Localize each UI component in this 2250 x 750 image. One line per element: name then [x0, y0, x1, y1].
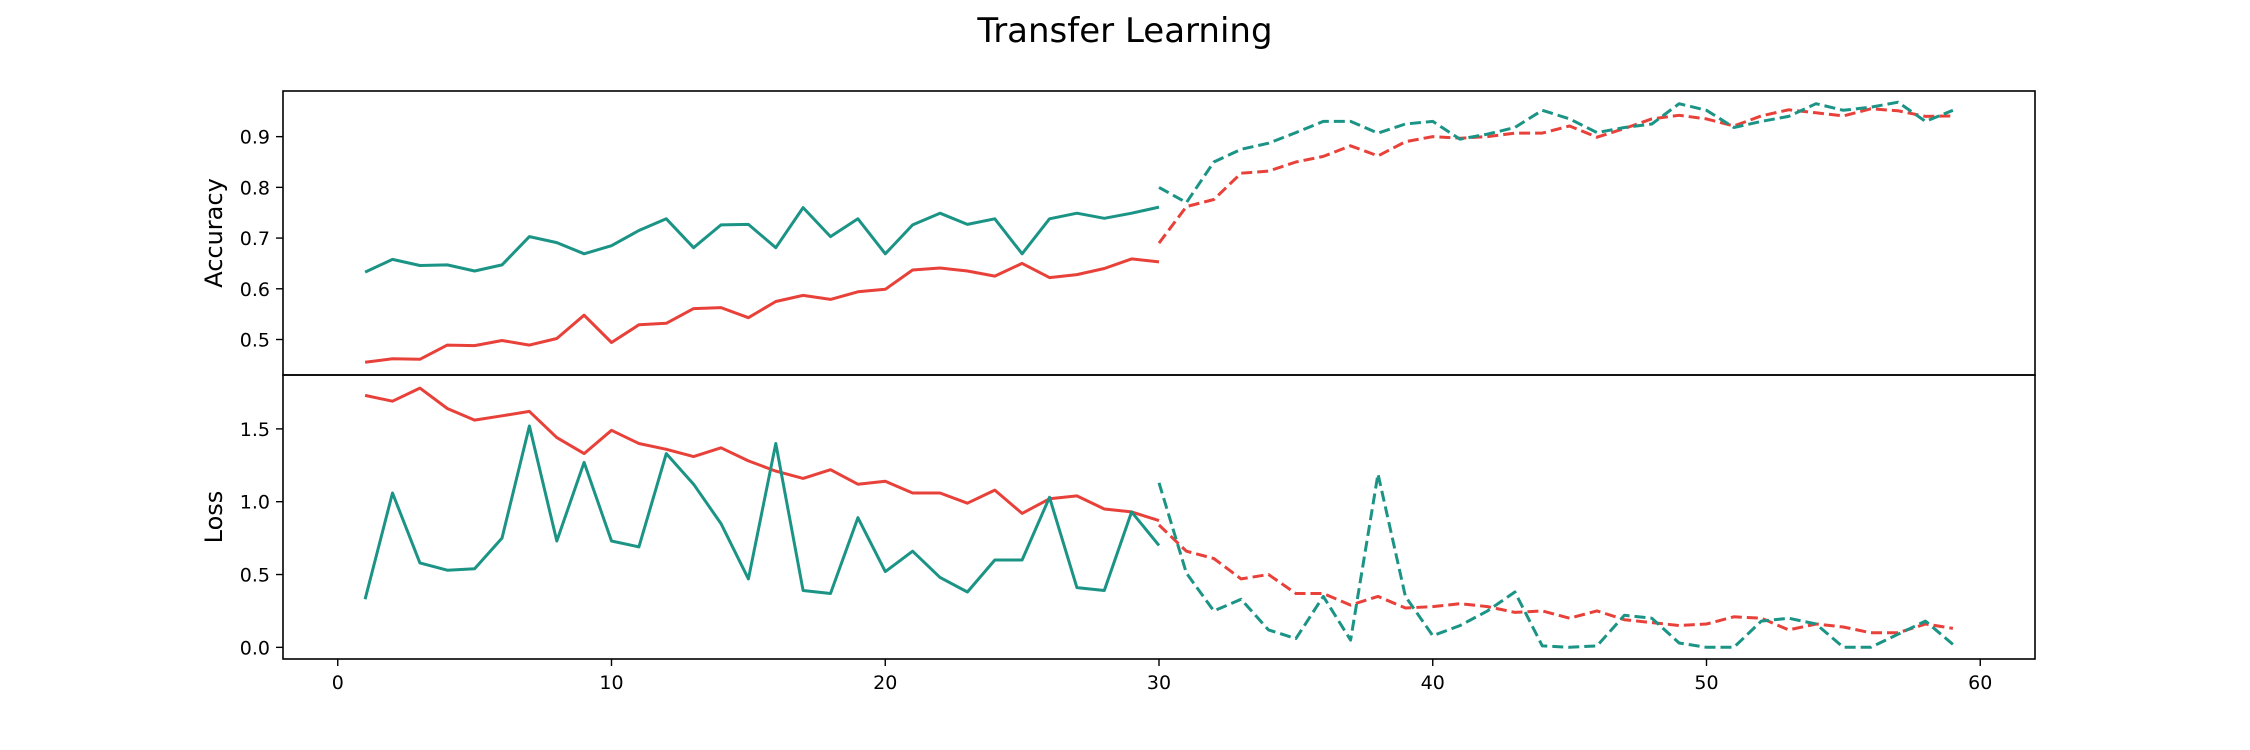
accuracy-panel: 0.5 0.6 0.7 0.8 0.9 Accuracy [200, 90, 2036, 376]
loss-y-tick-label: 0.0 [240, 637, 270, 659]
accuracy-y-axis-label: Accuracy [200, 178, 228, 288]
accuracy-val-solid-line [364, 205, 1160, 274]
accuracy-val-dashed-line [1158, 100, 1954, 205]
loss-val-dashed-line [1157, 472, 1954, 649]
accuracy-y-tick-label: 0.8 [240, 177, 270, 199]
accuracy-y-tick-label: 0.6 [240, 279, 270, 301]
loss-y-tick-label: 0.5 [240, 565, 270, 587]
accuracy-y-tick-label: 0.7 [240, 228, 270, 250]
x-tick-label: 0 [332, 672, 344, 694]
loss-y-tick-label: 1.0 [240, 492, 270, 514]
loss-val-solid-line [363, 424, 1161, 600]
x-tick-label: 40 [1421, 672, 1445, 694]
x-tick-label: 30 [1147, 672, 1171, 694]
x-tick-label: 60 [1968, 672, 1992, 694]
accuracy-y-tick-label: 0.5 [240, 330, 270, 352]
x-tick-label: 50 [1694, 672, 1718, 694]
chart-title: Transfer Learning [976, 11, 1272, 51]
loss-panel: 0.0 0.5 1.0 1.5 Loss 0 10 20 30 40 50 60 [200, 374, 2036, 694]
accuracy-y-tick-label: 0.9 [240, 127, 270, 149]
accuracy-train-dashed-line [1157, 107, 1953, 245]
loss-y-tick-label: 1.5 [240, 419, 270, 441]
loss-y-axis-label: Loss [200, 491, 228, 544]
x-tick-label: 10 [599, 672, 623, 694]
accuracy-panel-frame [282, 90, 2036, 376]
x-tick-label: 20 [873, 672, 897, 694]
loss-train-dashed-line [1157, 523, 1954, 635]
loss-train-solid-line [364, 386, 1160, 523]
accuracy-train-solid-line [364, 257, 1160, 364]
loss-panel-frame [282, 374, 2036, 660]
